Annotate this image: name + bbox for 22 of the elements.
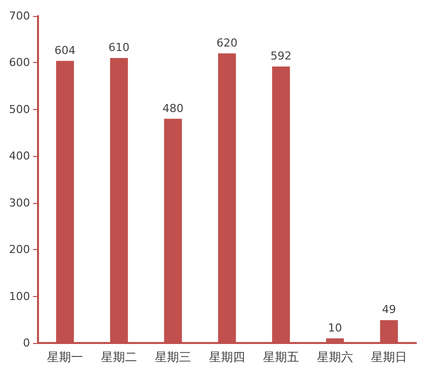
data-label: 592 (270, 49, 292, 62)
y-tick-label: 400 (9, 150, 30, 163)
x-tick-label: 星期日 (371, 350, 407, 364)
y-tick-label: 200 (9, 243, 30, 256)
y-tick-label: 300 (9, 196, 30, 210)
y-tick-label: 0 (23, 336, 30, 350)
y-tick-label: 100 (9, 290, 30, 303)
data-label: 480 (162, 102, 184, 115)
data-label: 610 (108, 41, 130, 54)
data-label: 10 (328, 321, 342, 334)
data-label: 604 (54, 44, 76, 57)
x-tick-label: 星期三 (155, 350, 191, 364)
y-tick-label: 600 (9, 56, 30, 70)
x-tick-label: 星期四 (209, 350, 245, 364)
data-label: 49 (382, 303, 396, 316)
x-tick-label: 星期一 (47, 350, 83, 364)
x-tick-label: 星期五 (263, 350, 299, 364)
data-label: 620 (216, 36, 238, 50)
y-tick-label: 500 (9, 102, 30, 116)
x-tick-label: 星期二 (101, 350, 137, 364)
y-tick-label: 700 (9, 10, 30, 22)
x-tick-label: 星期六 (317, 350, 353, 364)
